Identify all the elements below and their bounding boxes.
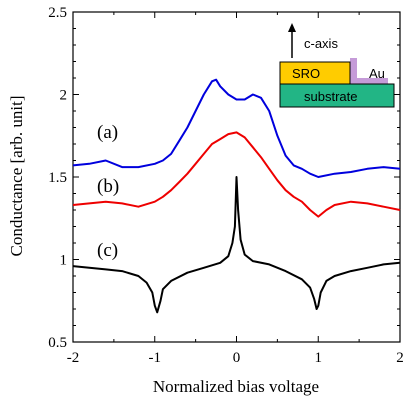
substrate-label: substrate xyxy=(304,89,357,104)
series-line-1 xyxy=(72,131,401,218)
series-line-0 xyxy=(72,78,401,178)
y-tick-label: 1 xyxy=(60,253,68,269)
c-axis-label: c-axis xyxy=(304,36,338,51)
x-tick-label: 0 xyxy=(233,350,241,366)
axes-layer: -2 -1 0 1 2 0.5 1 1.5 2 2.5 xyxy=(48,5,404,366)
substrate-layer xyxy=(279,83,395,108)
c-axis-arrow-head xyxy=(288,23,296,32)
curve-label-c: (c) xyxy=(97,240,118,261)
x-axis-label: Normalized bias voltage xyxy=(153,377,319,396)
labels-layer: (a) (b) (c) Normalized bias voltage Cond… xyxy=(7,96,319,396)
y-tick-label: 2.5 xyxy=(48,5,67,21)
y-tick-label: 1.5 xyxy=(48,170,67,186)
x-tick-label: -1 xyxy=(149,350,162,366)
inset-schematic: c-axis SRO Au substrate xyxy=(279,23,395,108)
au-strip xyxy=(350,78,388,84)
x-tick-label: -2 xyxy=(67,350,80,366)
series-line-2 xyxy=(72,176,401,314)
curve-label-b: (b) xyxy=(97,176,119,197)
au-contact xyxy=(350,58,357,84)
sro-label: SRO xyxy=(292,66,320,81)
y-tick-label: 2 xyxy=(60,88,68,104)
series-layer xyxy=(72,78,401,314)
y-axis-label: Conductance [arb. unit] xyxy=(7,96,26,257)
au-label: Au xyxy=(369,66,385,81)
x-tick-label: 1 xyxy=(315,350,323,366)
y-tick-label: 0.5 xyxy=(48,335,67,351)
curve-label-a: (a) xyxy=(97,122,118,143)
x-tick-label: 2 xyxy=(396,350,404,366)
